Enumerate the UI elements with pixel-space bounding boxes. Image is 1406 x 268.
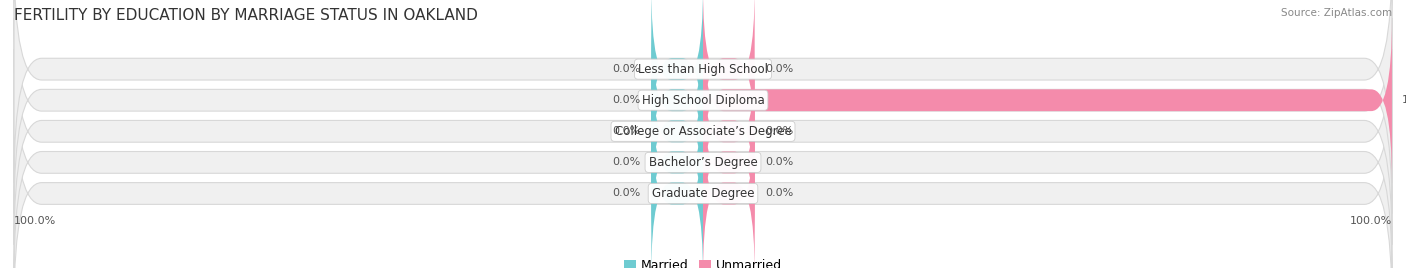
Text: FERTILITY BY EDUCATION BY MARRIAGE STATUS IN OAKLAND: FERTILITY BY EDUCATION BY MARRIAGE STATU… [14,8,478,23]
FancyBboxPatch shape [14,49,1392,268]
Text: 0.0%: 0.0% [613,126,641,136]
FancyBboxPatch shape [651,49,703,214]
Legend: Married, Unmarried: Married, Unmarried [619,254,787,268]
FancyBboxPatch shape [703,0,755,151]
Text: 100.0%: 100.0% [1402,95,1406,105]
Text: 0.0%: 0.0% [765,157,793,168]
FancyBboxPatch shape [651,0,703,151]
Text: College or Associate’s Degree: College or Associate’s Degree [614,125,792,138]
Text: Graduate Degree: Graduate Degree [652,187,754,200]
FancyBboxPatch shape [14,0,1392,214]
Text: 0.0%: 0.0% [765,64,793,74]
Text: High School Diploma: High School Diploma [641,94,765,107]
FancyBboxPatch shape [651,80,703,245]
FancyBboxPatch shape [703,80,755,245]
FancyBboxPatch shape [703,18,1392,183]
Text: Source: ZipAtlas.com: Source: ZipAtlas.com [1281,8,1392,18]
Text: 0.0%: 0.0% [613,157,641,168]
Text: 0.0%: 0.0% [765,126,793,136]
FancyBboxPatch shape [651,111,703,268]
Text: Less than High School: Less than High School [638,63,768,76]
FancyBboxPatch shape [651,18,703,183]
FancyBboxPatch shape [14,80,1392,268]
Text: 100.0%: 100.0% [14,216,56,226]
Text: 100.0%: 100.0% [1350,216,1392,226]
Text: 0.0%: 0.0% [613,188,641,199]
Text: 0.0%: 0.0% [613,64,641,74]
Text: Bachelor’s Degree: Bachelor’s Degree [648,156,758,169]
FancyBboxPatch shape [703,49,755,214]
Text: 0.0%: 0.0% [765,188,793,199]
FancyBboxPatch shape [703,111,755,268]
FancyBboxPatch shape [14,0,1392,183]
FancyBboxPatch shape [14,18,1392,245]
Text: 0.0%: 0.0% [613,95,641,105]
